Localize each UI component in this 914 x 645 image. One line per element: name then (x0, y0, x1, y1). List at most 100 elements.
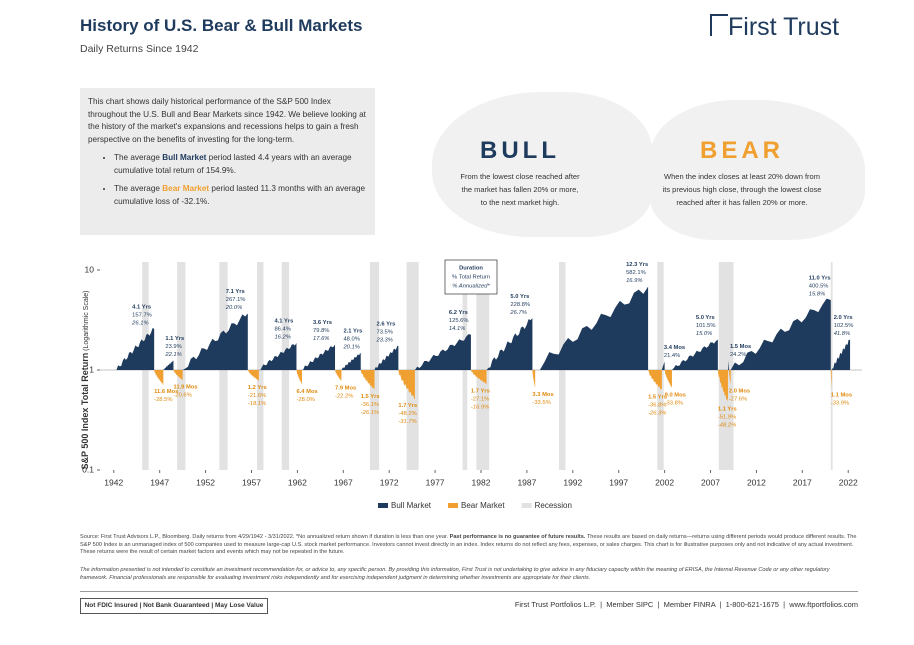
bull-area (341, 352, 361, 370)
bear-label: 1.5 Yrs (648, 394, 667, 400)
bullet-text: The average (114, 184, 163, 193)
bull-label: 5.0 Yrs (510, 294, 529, 300)
bull-label: 23.9% (165, 344, 181, 350)
bear-label: -21.6% (248, 393, 266, 399)
recession-band (476, 262, 490, 470)
bear-label: 1.5 Yrs (361, 394, 380, 400)
bull-label: 21.4% (664, 353, 680, 359)
bull-label: 2.1 Yrs (343, 329, 362, 335)
bull-label: 267.1% (226, 297, 246, 303)
bull-label: 1.1 Yrs (165, 336, 184, 342)
y-tick-label: 0.1 (82, 464, 94, 474)
bear-area (830, 370, 832, 389)
recession-band (657, 262, 664, 470)
bull-area (661, 361, 665, 370)
bull-area (163, 360, 174, 370)
bull-label: 22.1% (164, 352, 181, 358)
x-tick-label: 1997 (609, 477, 628, 487)
bull-label: 6.2 Yrs (449, 310, 468, 316)
bear-label: -28.0% (296, 397, 314, 403)
x-tick-label: 2002 (655, 477, 674, 487)
legend-swatch (521, 503, 532, 508)
recession-band (406, 262, 419, 470)
bull-area (414, 334, 471, 370)
bull-label: 23.3% (376, 338, 393, 344)
bear-area (360, 370, 375, 390)
bull-label: 2.6 Yrs (377, 322, 396, 328)
bull-area (831, 339, 851, 370)
bear-label: 1.1 Yrs (718, 406, 737, 412)
bull-label: 86.4% (274, 326, 290, 332)
bear-area (296, 370, 302, 385)
y-axis-label-main: S&P 500 Index Total Return (80, 353, 90, 470)
bear-label: -36.8% (648, 402, 666, 408)
bear-area (470, 370, 487, 385)
x-tick-label: 1962 (288, 477, 307, 487)
bull-label: 20.1% (342, 345, 359, 351)
bear-title: BEAR (699, 137, 784, 164)
bear-label: -27.6% (729, 397, 747, 403)
bear-text: When the index closes at least 20% down … (662, 172, 822, 207)
legend-swatch (448, 503, 459, 508)
footer-rule (80, 591, 858, 592)
bull-label: 3.6 Yrs (313, 320, 332, 326)
bull-label: 2.0 Yrs (834, 315, 853, 321)
bull-label: 15.0% (696, 331, 712, 337)
x-tick-label: 2007 (701, 477, 720, 487)
bear-label: -26.1% (361, 410, 379, 416)
bear-label: 6.4 Mos (296, 389, 317, 395)
bull-title: BULL (480, 137, 560, 164)
bear-area (173, 370, 183, 381)
bull-label: 11.0 Yrs (809, 276, 831, 282)
page-title: History of U.S. Bear & Bull Markets (80, 16, 363, 35)
bear-label: -48.2% (718, 422, 736, 428)
bear-label: 1.1 Mos (831, 393, 852, 399)
bullet-emphasis: Bull Market (162, 153, 207, 162)
bull-area (486, 318, 533, 370)
bull-label: 102.5% (834, 323, 854, 329)
y-tick-label: 10 (85, 264, 95, 274)
footer-disclaimer: Not FDIC Insured | Not Bank Guaranteed |… (80, 598, 268, 614)
footnote-emphasis: Past performance is no guarantee of futu… (449, 534, 586, 540)
bear-area (247, 370, 259, 381)
bull-area (671, 339, 718, 370)
x-tick-label: 1942 (104, 477, 123, 487)
intro-bullets: The average Bull Market period lasted 4.… (88, 152, 367, 208)
bull-area (374, 345, 399, 370)
bear-label: -33.5% (532, 400, 550, 406)
bull-label: 101.5% (696, 323, 716, 329)
bear-label: -22.2% (335, 393, 353, 399)
y-axis-label-note: (Logarithmic Scale) (83, 290, 90, 350)
bull-label: 26.7% (509, 310, 526, 316)
bear-label: 9.0 Mos (665, 392, 686, 398)
bullet-text: The average (114, 153, 163, 162)
legend-label: Bull Market (391, 501, 432, 510)
bull-label: 24.2% (730, 352, 746, 358)
bear-label: -27.1% (471, 396, 489, 402)
recession-band (256, 262, 264, 470)
bull-label: 41.8% (834, 331, 850, 337)
intro-bullet: The average Bull Market period lasted 4.… (114, 152, 367, 177)
logo-mark (710, 14, 728, 36)
bear-label: 7.9 Mos (335, 385, 356, 391)
bull-area (301, 344, 336, 370)
recession-band (830, 262, 833, 470)
bear-silhouette (650, 100, 865, 240)
y-tick-label: 1 (89, 364, 94, 374)
bull-label: 4.1 Yrs (132, 304, 151, 310)
x-tick-label: 1967 (334, 477, 353, 487)
legend-swatch (378, 503, 388, 508)
bear-label: -20.6% (173, 393, 191, 399)
bear-label: -16.9% (471, 404, 489, 410)
bear-label: -33.9% (831, 401, 849, 407)
bear-area (154, 370, 164, 386)
bear-label: -18.1% (248, 401, 266, 407)
x-tick-label: 2017 (793, 477, 812, 487)
bear-area (335, 370, 342, 381)
bear-label: 1.7 Yrs (471, 388, 490, 394)
bull-silhouette (432, 92, 652, 237)
bull-area (727, 360, 729, 370)
x-tick-label: 1987 (517, 477, 536, 487)
bullet-emphasis: Bear Market (162, 184, 210, 193)
